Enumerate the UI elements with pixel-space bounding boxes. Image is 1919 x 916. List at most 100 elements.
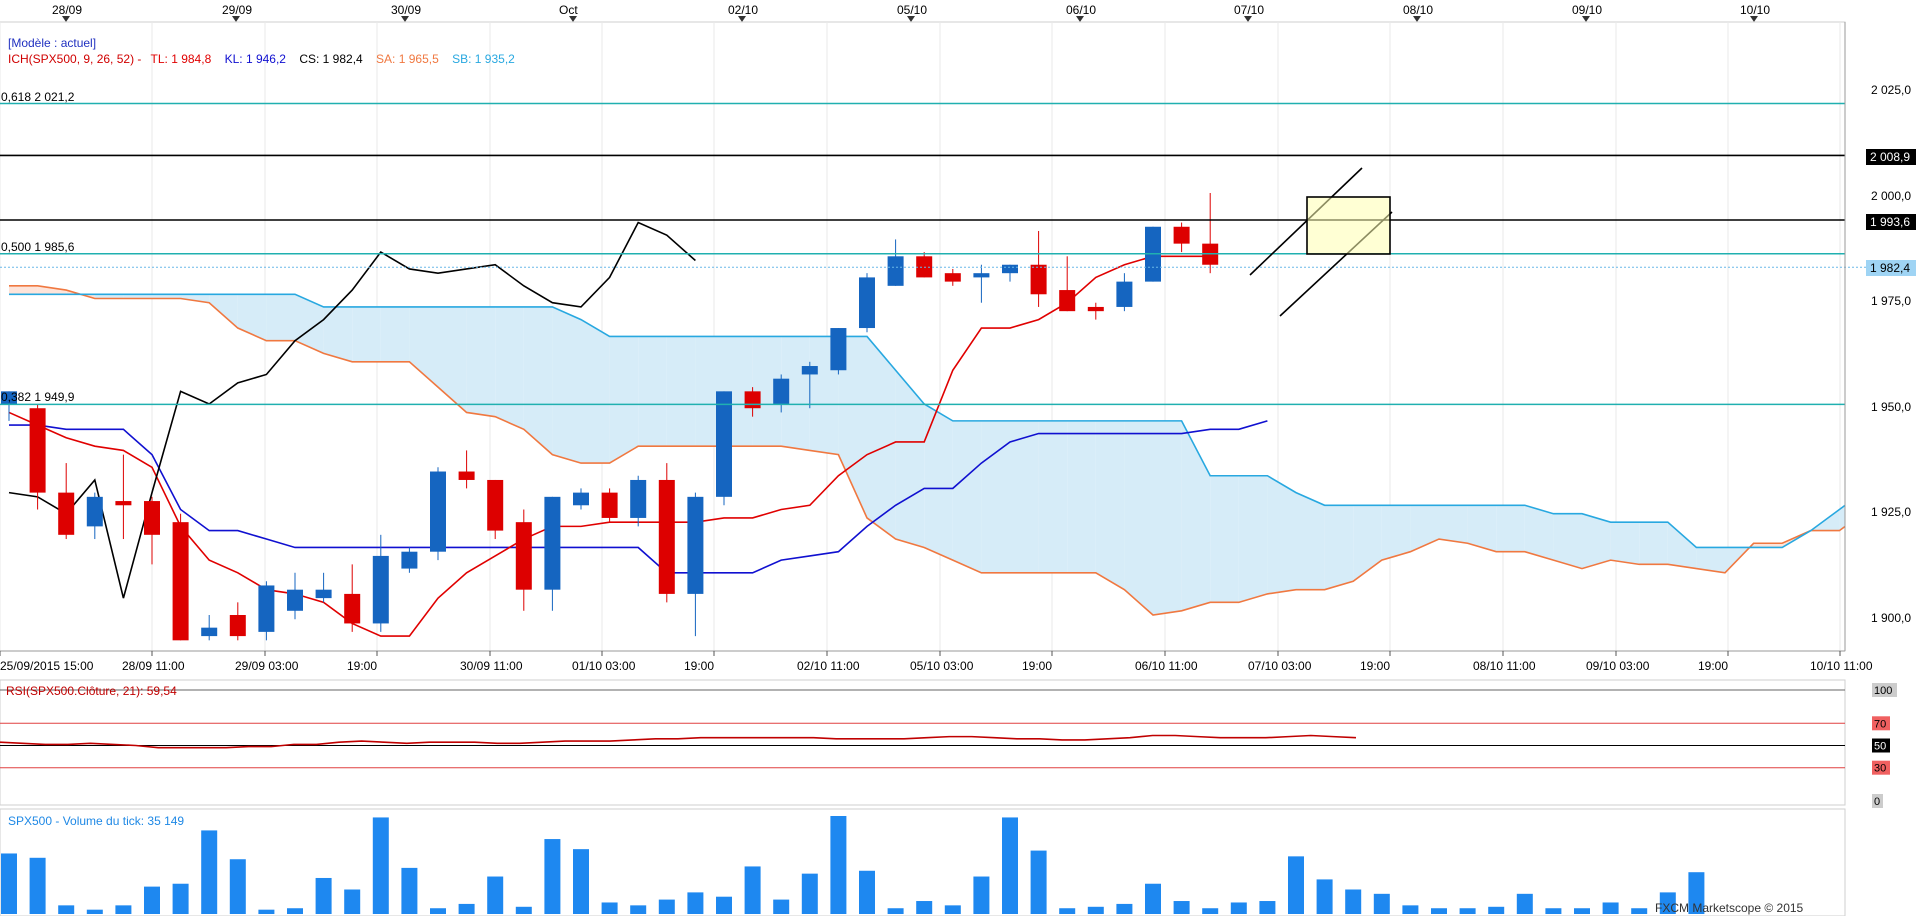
price-axis[interactable]: 2 025,0 2 000,0 1 975,0 1 950,0 1 925,0 … <box>1844 22 1916 651</box>
cloud-segment <box>180 294 210 303</box>
cloud-segment <box>1095 420 1125 590</box>
candle-41[interactable] <box>1173 222 1190 253</box>
volume-bar-46 <box>1316 879 1333 914</box>
cloud-segment <box>1524 505 1554 561</box>
tag-last-bg <box>1866 260 1916 276</box>
top-date-3: Oct <box>559 3 578 17</box>
volume-bar-57 <box>1631 908 1648 914</box>
volume-bar-51 <box>1459 908 1476 914</box>
candle-29[interactable] <box>830 328 847 375</box>
candle-33[interactable] <box>944 268 961 286</box>
rsi-label: RSI(SPX500.Clôture, 21): 59,54 <box>6 684 177 698</box>
volume-bar-35 <box>1002 817 1018 914</box>
candle-25[interactable] <box>716 391 732 506</box>
highlight-rectangle[interactable] <box>1306 196 1391 255</box>
candle-28[interactable] <box>801 361 818 409</box>
candle-1[interactable] <box>29 404 46 510</box>
candle-9[interactable] <box>258 581 275 641</box>
candle-13[interactable] <box>372 534 389 632</box>
candle-37[interactable] <box>1059 256 1076 312</box>
cloud-segment <box>9 285 38 295</box>
candle-4[interactable] <box>115 454 132 540</box>
cloud-segment <box>952 420 982 573</box>
rsi-tick-0: 0 <box>1874 796 1880 808</box>
volume-bar-50 <box>1431 908 1447 914</box>
candle-39[interactable] <box>1116 273 1133 312</box>
rsi-tick-bg <box>1872 716 1890 731</box>
candle-24[interactable] <box>687 492 704 637</box>
candle-31[interactable] <box>887 239 904 286</box>
top-date-10: 10/10 <box>1740 3 1770 17</box>
volume-bar-9 <box>258 909 275 914</box>
senkou-b-line <box>9 293 1845 549</box>
candle-14[interactable] <box>401 547 418 573</box>
legend-senkou-a: SA: 1 965,5 <box>376 52 439 66</box>
top-date-marker <box>1076 16 1084 22</box>
candle-20[interactable] <box>573 488 589 510</box>
candle-3[interactable] <box>86 492 103 540</box>
candle-0[interactable] <box>1 391 17 421</box>
time-label-11: 07/10 03:00 <box>1248 659 1312 673</box>
candle-2[interactable] <box>58 463 75 540</box>
cloud-segment <box>638 336 667 447</box>
time-label-14: 09/10 03:00 <box>1586 659 1650 673</box>
candle-5[interactable] <box>144 496 160 565</box>
cloud-segment <box>123 294 152 299</box>
candle-36[interactable] <box>1030 230 1047 307</box>
time-label-1: 28/09 11:00 <box>122 659 185 673</box>
candle-19[interactable] <box>544 496 561 611</box>
candle-18[interactable] <box>515 509 532 611</box>
candle-21[interactable] <box>601 488 618 523</box>
annotations <box>0 102 1866 406</box>
candle-34[interactable] <box>973 264 990 303</box>
volume-bar-12 <box>344 889 361 914</box>
top-date-marker <box>1413 16 1421 22</box>
volume-bar-48 <box>1373 893 1390 914</box>
channel-line-upper[interactable] <box>1249 167 1363 276</box>
candle-11[interactable] <box>315 572 332 603</box>
volume-bar-16 <box>458 903 475 914</box>
candle-6[interactable] <box>172 513 189 641</box>
candle-27[interactable] <box>773 374 790 413</box>
tag-line-mid: 1 993,6 <box>1870 215 1910 229</box>
volume-bar-43 <box>1230 902 1247 914</box>
volume-bar-56 <box>1602 902 1619 914</box>
model-label[interactable]: [Modèle : actuel] <box>8 36 96 50</box>
cloud-segment <box>1267 475 1296 594</box>
cloud-segment <box>752 336 782 447</box>
volume-bar-44 <box>1259 901 1276 914</box>
candle-17[interactable] <box>487 479 504 540</box>
volume-bar-0 <box>1 853 17 914</box>
tag-last: 1 982,4 <box>1870 261 1910 275</box>
time-label-3: 19:00 <box>347 659 377 673</box>
legend-chikou: CS: 1 982,4 <box>299 52 363 66</box>
candle-35[interactable] <box>1002 264 1018 282</box>
volume-bar-10 <box>287 908 303 914</box>
volume-bar-49 <box>1402 905 1419 914</box>
top-date-6: 06/10 <box>1066 3 1096 17</box>
volume-bar-40 <box>1145 883 1161 914</box>
candle-8[interactable] <box>229 602 246 641</box>
candle-12[interactable] <box>344 564 361 632</box>
candle-16[interactable] <box>458 450 475 489</box>
candle-38[interactable] <box>1087 302 1104 320</box>
cloud-segment <box>1610 522 1640 565</box>
cloud-segment <box>1067 420 1096 573</box>
top-date-marker <box>907 16 915 22</box>
rsi-tick-bg <box>1872 738 1890 753</box>
time-label-7: 02/10 11:00 <box>797 659 860 673</box>
cloud-segment <box>1439 505 1468 544</box>
candle-30[interactable] <box>859 273 875 333</box>
volume-bar-31 <box>887 908 904 914</box>
kijun-line <box>9 420 1268 574</box>
candle-22[interactable] <box>630 475 647 527</box>
top-date-marker <box>232 16 240 22</box>
candle-10[interactable] <box>287 572 303 620</box>
candle-7[interactable] <box>201 615 218 641</box>
candle-15[interactable] <box>430 467 446 561</box>
cloud-segment <box>895 370 925 548</box>
candle-23[interactable] <box>658 463 675 603</box>
top-date-marker <box>738 16 746 22</box>
rsi-tick-bg <box>1872 760 1890 775</box>
